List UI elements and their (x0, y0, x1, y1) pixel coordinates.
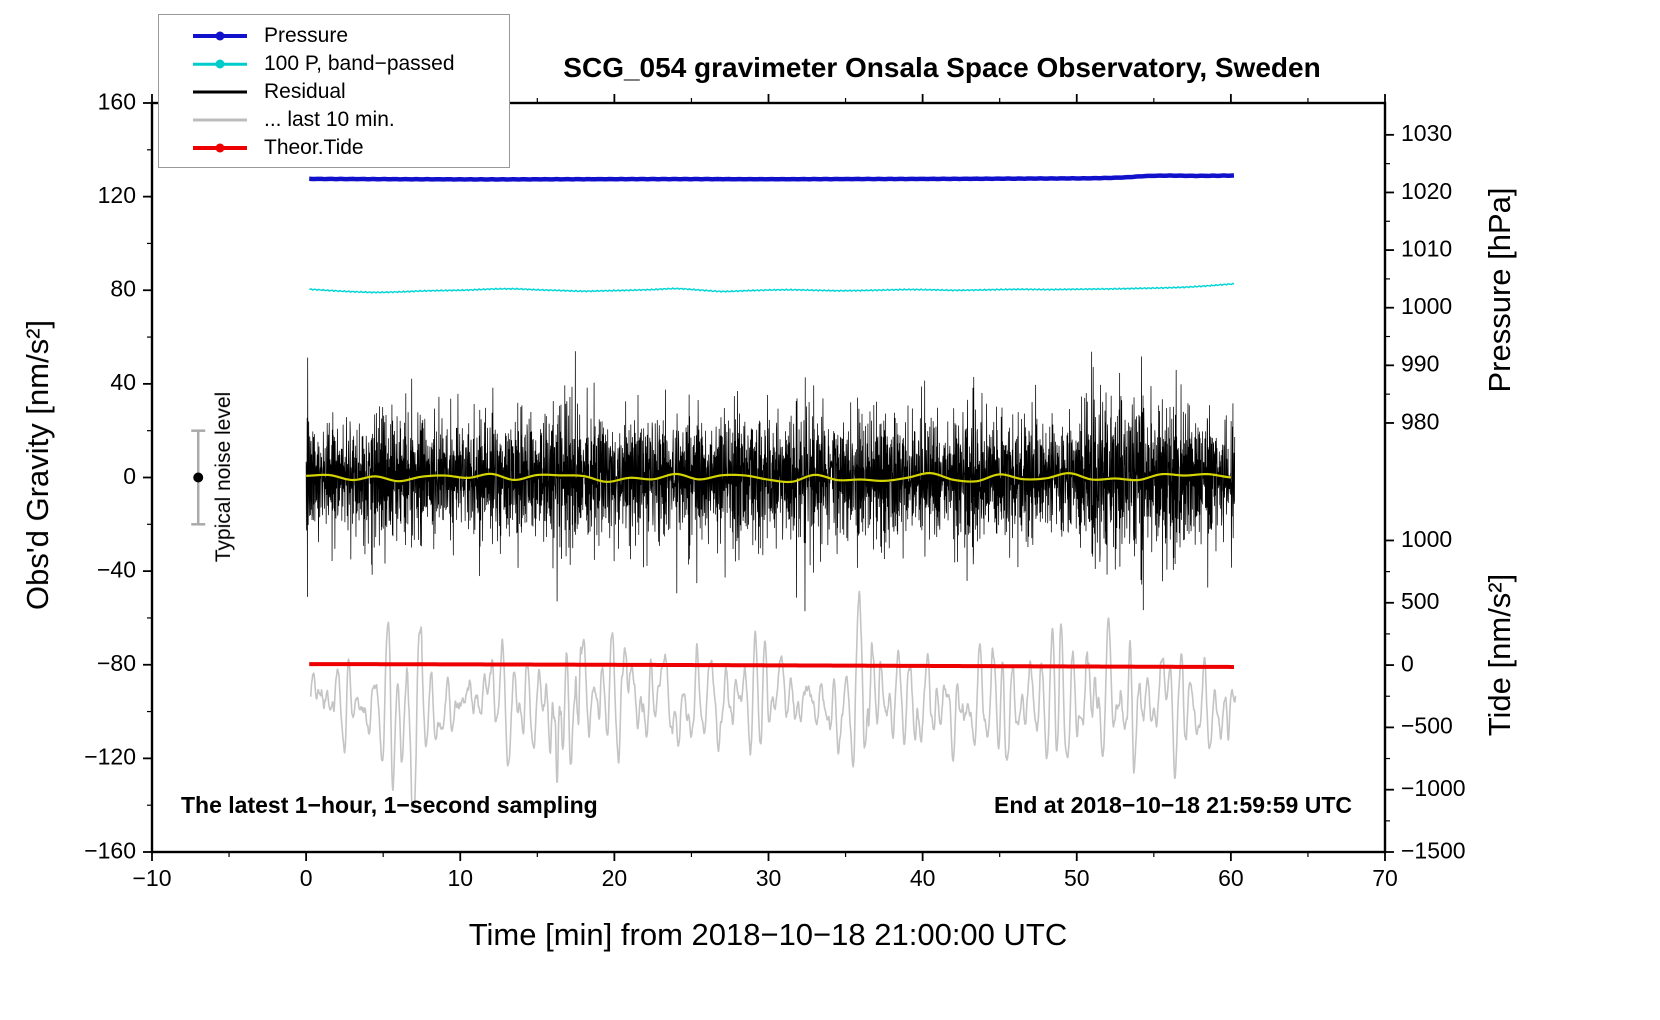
legend-item-pressure: Pressure (159, 22, 509, 50)
pressure-line-icon (193, 31, 247, 41)
band-passed-line-icon (193, 59, 247, 69)
end-time-note: End at 2018−10−18 21:59:59 UTC (994, 792, 1352, 818)
theor-tide-line-icon (193, 143, 247, 153)
legend-label: 100 P, band−passed (264, 52, 455, 75)
y-axis-label-pressure: Pressure [hPa] (1482, 187, 1517, 393)
sampling-note: The latest 1−hour, 1−second sampling (181, 792, 598, 818)
last10-line-icon (193, 115, 247, 125)
y-axis-label-tide: Tide [nm/s²] (1482, 573, 1517, 737)
legend: Pressure 100 P, band−passed Residual ...… (158, 14, 510, 168)
noise-level-label: Typical noise level (212, 391, 235, 563)
x-axis-label: Time [min] from 2018−10−18 21:00:00 UTC (468, 917, 1068, 952)
residual-line-icon (193, 87, 247, 97)
legend-label: Pressure (264, 24, 349, 47)
y-axis-label-gravity: Obs'd Gravity [nm/s²] (20, 319, 55, 611)
legend-label: Residual (264, 80, 346, 103)
legend-item-band-passed: 100 P, band−passed (159, 50, 509, 78)
legend-label: Theor.Tide (264, 136, 364, 159)
legend-item-residual: Residual (159, 78, 509, 106)
legend-item-theor-tide: Theor.Tide (159, 134, 509, 162)
chart-title: SCG_054 gravimeter Onsala Space Observat… (563, 52, 1321, 83)
legend-label: ... last 10 min. (264, 108, 395, 131)
legend-item-last10: ... last 10 min. (159, 106, 509, 134)
